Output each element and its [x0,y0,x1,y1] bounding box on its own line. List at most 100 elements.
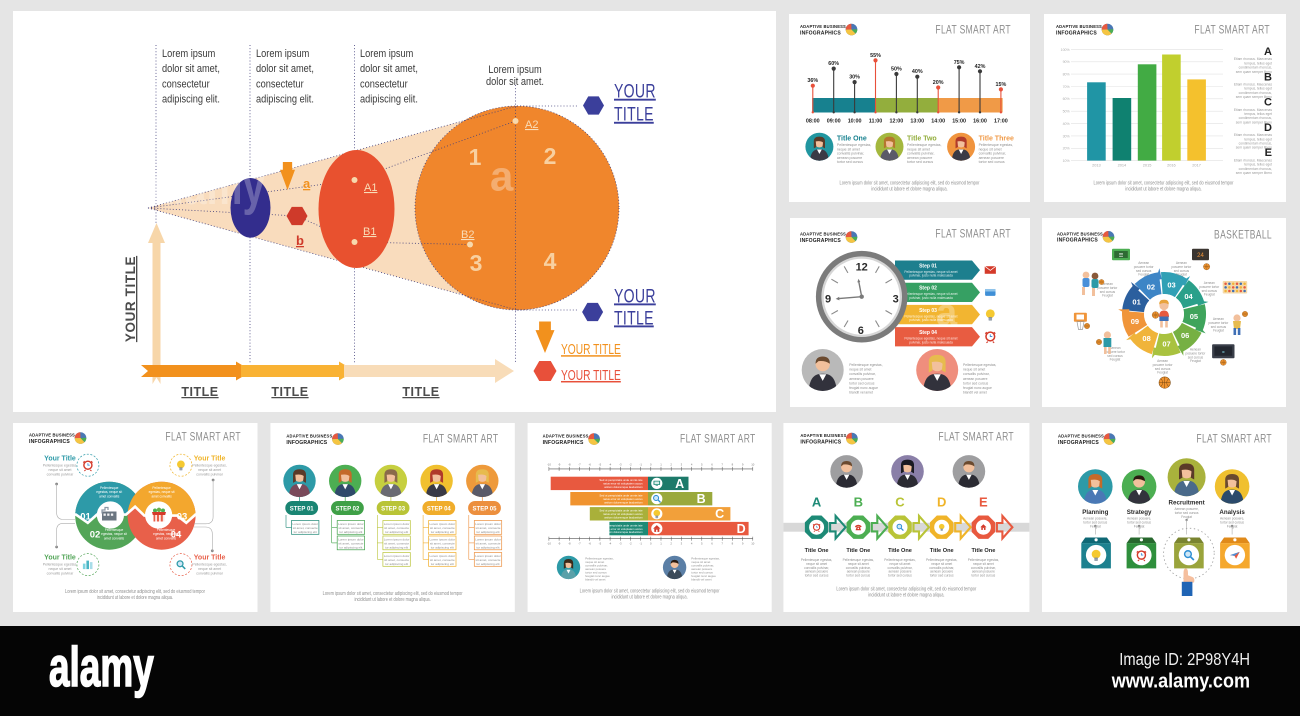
svg-text:dolor sit amet.: dolor sit amet. [486,76,544,88]
svg-text:09: 09 [1131,317,1139,326]
svg-text:tortor sed cursus: tortor sed cursus [849,381,875,385]
svg-text:-5: -5 [599,542,602,546]
svg-text:A: A [675,477,684,491]
svg-text:convallis pulvinar,: convallis pulvinar, [888,566,913,570]
svg-text:INFOGRAPHICS: INFOGRAPHICS [1057,237,1098,243]
svg-text:2: 2 [670,463,672,467]
svg-text:TITLE: TITLE [271,385,308,399]
svg-text:aenean posuere: aenean posuere [979,156,1004,160]
svg-text:egestas, neque sit: egestas, neque sit [96,490,122,494]
svg-text:incididunt ut labore et dolore: incididunt ut labore et dolore magna ali… [97,595,173,601]
svg-text:aenean posuere: aenean posuere [888,570,911,574]
svg-text:tur adipiscing elit: tur adipiscing elit [385,562,408,566]
svg-text:aenean posuere: aenean posuere [972,570,995,574]
svg-text:neque sit amet: neque sit amet [973,562,994,566]
svg-text:Lorem ipsum dolor: Lorem ipsum dolor [475,538,501,542]
svg-text:tur adipiscing elit: tur adipiscing elit [476,545,499,549]
svg-text:alamy: alamy [49,636,154,699]
svg-text:incididunt ut labore et dolore: incididunt ut labore et dolore magna ali… [871,186,947,192]
svg-text:12: 12 [856,262,868,274]
svg-text:convallis pulvinar: convallis pulvinar [47,571,74,575]
svg-text:posuere tortor: posuere tortor [1097,286,1118,290]
svg-text:Image ID: 2P98Y4H: Image ID: 2P98Y4H [1119,650,1250,669]
svg-text:≡: ≡ [1222,349,1225,354]
svg-text:tortor sed cursus: tortor sed cursus [805,574,829,578]
svg-text:Pellentesque egestas,: Pellentesque egestas, [192,464,226,468]
svg-text:Pellentesque: Pellentesque [157,528,176,532]
svg-text:90%: 90% [1063,60,1070,64]
svg-text:Pellentesque egestas,: Pellentesque egestas, [907,143,941,147]
svg-text:tempus, tellus eget: tempus, tellus eget [1244,163,1272,167]
svg-text:INFOGRAPHICS: INFOGRAPHICS [29,439,70,445]
svg-text:neque sit amet: neque sit amet [979,147,1002,151]
svg-text:Etiam rhoncus. Maecenas: Etiam rhoncus. Maecenas [1234,133,1272,137]
svg-text:Lorem ipsum dolor: Lorem ipsum dolor [384,554,410,558]
svg-text:convallis pulvinar,: convallis pulvinar, [837,152,864,156]
svg-text:8: 8 [732,542,734,546]
svg-text:Your Title: Your Title [44,456,76,463]
svg-text:75%: 75% [954,60,965,66]
svg-text:ADAPTIVE BUSINESS: ADAPTIVE BUSINESS [1056,24,1102,29]
svg-text:www.alamy.com: www.alamy.com [1111,671,1250,693]
svg-text:tur adipiscing elit: tur adipiscing elit [431,562,454,566]
svg-text:-7: -7 [578,463,581,467]
svg-text:convallis pulvinar,: convallis pulvinar, [691,564,714,568]
svg-text:adipiscing elit.: adipiscing elit. [360,94,418,106]
svg-text:posuere tortor: posuere tortor [1199,285,1220,289]
svg-text:Pellentesque egestas,: Pellentesque egestas, [963,363,996,367]
svg-text:sit amet, consecte: sit amet, consecte [338,542,363,546]
svg-text:sit amet, consecte: sit amet, consecte [384,542,409,546]
svg-text:-3: -3 [619,463,622,467]
svg-text:Title One: Title One [837,136,867,143]
svg-text:Etiam rhoncus. Maecenas: Etiam rhoncus. Maecenas [1234,108,1272,112]
svg-text:sem quam semper libero: sem quam semper libero [1236,171,1272,175]
svg-text:condimentum rhoncus,: condimentum rhoncus, [1239,66,1272,70]
svg-text:alamy: alamy [150,156,265,216]
svg-text:FLAT SMART ART: FLAT SMART ART [1194,24,1270,37]
svg-text:Pellentesque egestas,: Pellentesque egestas, [926,558,957,562]
svg-text:Pellentesque egestas, neque si: Pellentesque egestas, neque sit amet [904,270,957,274]
svg-text:12:00: 12:00 [890,119,904,125]
svg-text:sem quam semper libero: sem quam semper libero [1236,120,1272,124]
svg-text:posuere tortor: posuere tortor [1105,350,1126,354]
svg-text:Aenean: Aenean [1138,261,1149,265]
svg-text:tortor sed cursus: tortor sed cursus [963,381,989,385]
svg-text:Lorem ipsum dolor sit amet, co: Lorem ipsum dolor sit amet, consectetur … [323,591,463,597]
svg-text:Pellentesque egestas,: Pellentesque egestas, [585,557,614,561]
svg-text:B: B [1264,71,1272,83]
svg-text:-3: -3 [619,542,622,546]
svg-text:Title One: Title One [888,548,912,554]
svg-text:Lorem ipsum dolor sit amet, co: Lorem ipsum dolor sit amet, consectetur … [580,588,720,594]
svg-text:sit amet, consecte: sit amet, consecte [430,526,455,530]
svg-text:incididunt ut labore et dolore: incididunt ut labore et dolore magna ali… [611,594,687,600]
svg-text:feugiat nunc augue: feugiat nunc augue [585,574,610,578]
svg-text:aenean posuere: aenean posuere [847,570,870,574]
svg-text:convallis pulvinar,: convallis pulvinar, [585,564,608,568]
svg-text:Aenean: Aenean [1176,261,1187,265]
svg-text:convallis pulvinar,: convallis pulvinar, [849,372,876,376]
svg-text:blandit vel amet: blandit vel amet [963,391,987,395]
svg-text:Feugiat: Feugiat [1213,329,1224,333]
svg-text:FLAT SMART ART: FLAT SMART ART [1196,433,1272,446]
svg-text:36%: 36% [807,78,818,84]
svg-text:100%: 100% [1061,48,1070,52]
svg-text:INFOGRAPHICS: INFOGRAPHICS [800,238,841,244]
svg-text:Strategy: Strategy [1127,509,1152,516]
svg-text:pulvinar, justo nulla malesuad: pulvinar, justo nulla malesuada [909,274,953,278]
svg-text:posuere tortor: posuere tortor [1185,351,1206,355]
svg-text:8: 8 [732,463,734,467]
svg-text:tortor sed cursus: tortor sed cursus [846,574,870,578]
svg-text:convallis pulvinar,: convallis pulvinar, [929,566,954,570]
svg-text:feugiat nunc augue: feugiat nunc augue [963,386,992,390]
svg-text:tortor sed cursus: tortor sed cursus [1175,511,1199,515]
svg-text:5: 5 [701,542,703,546]
svg-text:amet convallis: amet convallis [104,536,125,540]
svg-text:-9: -9 [558,463,561,467]
svg-text:ADAPTIVE BUSINESS: ADAPTIVE BUSINESS [800,231,846,236]
svg-text:tur adipiscing elit: tur adipiscing elit [294,530,317,534]
svg-text:Feugiat: Feugiat [1102,294,1113,298]
svg-text:2: 2 [544,143,557,169]
svg-text:2017: 2017 [1192,163,1201,168]
svg-text:aenean posuere: aenean posuere [805,570,828,574]
svg-text:50%: 50% [891,67,902,73]
